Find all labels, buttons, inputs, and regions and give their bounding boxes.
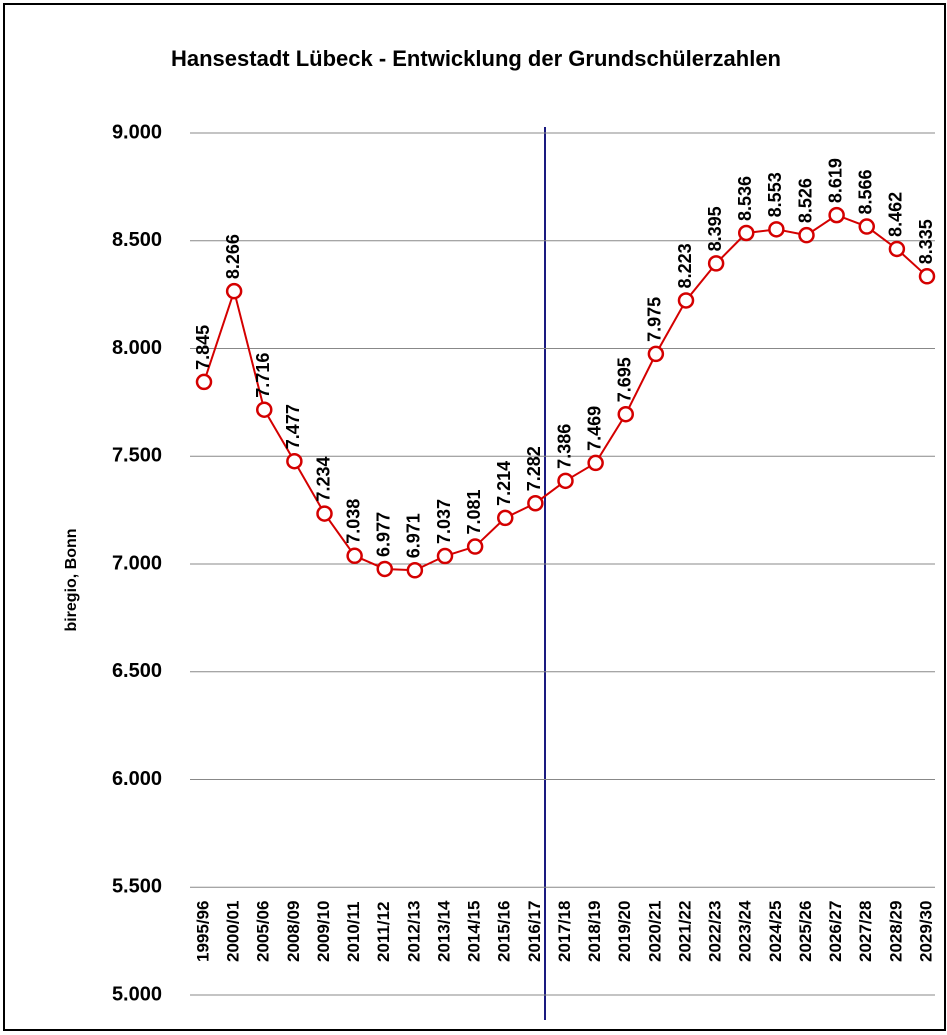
x-tick-label: 2021/22 <box>675 901 694 962</box>
data-point <box>858 218 875 235</box>
data-point <box>707 255 725 272</box>
data-label: 7.037 <box>434 499 454 544</box>
data-point <box>225 282 243 300</box>
data-label: 7.386 <box>554 424 574 469</box>
data-point <box>466 538 484 555</box>
data-label: 8.536 <box>735 176 755 221</box>
data-label: 7.038 <box>343 499 363 544</box>
x-tick-label: 2009/10 <box>314 901 333 962</box>
y-tick-label: 7.000 <box>112 552 162 574</box>
x-tick-label: 2026/27 <box>826 901 845 962</box>
y-tick-label: 5.000 <box>112 983 162 1005</box>
data-point <box>617 405 634 423</box>
data-label: 7.081 <box>464 489 484 534</box>
data-label: 6.977 <box>374 512 394 557</box>
data-label: 7.234 <box>313 457 333 502</box>
data-label: 7.214 <box>494 461 514 506</box>
data-point <box>527 494 544 512</box>
data-label: 8.335 <box>916 219 936 264</box>
data-point <box>195 373 213 391</box>
data-point <box>256 401 273 418</box>
data-point <box>647 345 665 363</box>
data-point <box>406 561 424 579</box>
x-tick-label: 2016/17 <box>525 901 544 962</box>
y-axis-label: biregio, Bonn <box>63 528 80 631</box>
x-tick-label: 2000/01 <box>224 901 243 962</box>
data-label: 7.282 <box>524 446 544 491</box>
x-tick-label: 2020/21 <box>645 901 664 962</box>
y-tick-label: 8.000 <box>112 337 162 359</box>
data-point <box>436 547 454 565</box>
x-tick-label: 2023/24 <box>736 900 755 962</box>
y-tick-label: 6.000 <box>112 768 162 790</box>
data-point <box>376 560 393 578</box>
x-tick-label: 2029/30 <box>916 901 935 962</box>
data-point <box>677 292 695 309</box>
x-tick-label: 2018/19 <box>585 901 604 962</box>
y-tick-label: 6.500 <box>112 660 162 682</box>
data-point <box>798 226 815 244</box>
data-point <box>587 454 604 472</box>
x-tick-label: 2014/15 <box>465 901 484 962</box>
data-point <box>316 505 333 522</box>
x-tick-label: 2022/23 <box>706 901 725 962</box>
data-point <box>888 240 906 258</box>
data-point <box>286 452 303 470</box>
x-tick-label: 2027/28 <box>856 901 875 962</box>
data-point <box>918 268 936 285</box>
data-label: 7.477 <box>283 404 303 449</box>
x-tick-label: 2010/11 <box>344 901 363 962</box>
y-tick-label: 9.000 <box>112 121 162 143</box>
data-label: 8.462 <box>886 192 906 237</box>
data-point <box>768 221 785 238</box>
data-label: 8.266 <box>223 234 243 279</box>
data-label: 7.716 <box>253 353 273 398</box>
data-label: 8.553 <box>765 172 785 217</box>
data-label: 8.395 <box>705 206 725 251</box>
data-label: 7.469 <box>584 406 604 451</box>
data-label: 8.526 <box>795 178 815 223</box>
data-point <box>738 224 755 242</box>
data-label: 7.845 <box>193 325 213 370</box>
y-tick-label: 5.500 <box>112 876 162 898</box>
x-tick-label: 2005/06 <box>254 901 273 962</box>
x-tick-label: 2011/12 <box>374 901 393 962</box>
x-tick-label: 2025/26 <box>796 901 815 962</box>
x-tick-label: 2019/20 <box>615 901 634 962</box>
data-point <box>346 547 363 565</box>
x-tick-label: 2008/09 <box>284 901 303 962</box>
data-label: 7.975 <box>645 297 665 342</box>
x-tick-label: 2013/14 <box>434 900 453 962</box>
data-label: 8.566 <box>856 169 876 214</box>
y-tick-label: 7.500 <box>112 445 162 467</box>
data-label: 6.971 <box>404 513 424 558</box>
chart-title: Hansestadt Lübeck - Entwicklung der Grun… <box>171 46 781 71</box>
data-label: 7.695 <box>615 357 635 402</box>
data-point <box>557 472 574 490</box>
x-tick-label: 2024/25 <box>766 901 785 962</box>
y-tick-label: 8.500 <box>112 229 162 251</box>
x-tick-label: 2017/18 <box>555 901 574 962</box>
x-tick-label: 2012/13 <box>404 901 423 962</box>
data-point <box>497 509 514 527</box>
data-point <box>828 206 845 224</box>
x-tick-label: 1995/96 <box>193 901 212 962</box>
data-label: 8.223 <box>675 243 695 288</box>
x-tick-label: 2028/29 <box>886 901 905 962</box>
frame <box>3 3 946 1031</box>
data-label: 8.619 <box>825 158 845 203</box>
x-tick-label: 2015/16 <box>495 901 514 962</box>
